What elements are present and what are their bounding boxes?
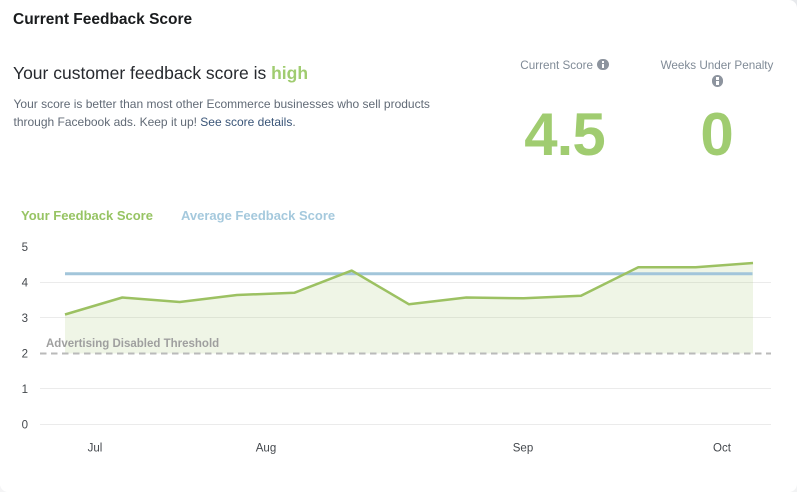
svg-text:4: 4 xyxy=(22,278,29,290)
svg-text:Advertising Disabled Threshold: Advertising Disabled Threshold xyxy=(46,338,219,350)
svg-text:Aug: Aug xyxy=(256,443,276,455)
svg-text:1: 1 xyxy=(22,384,28,396)
svg-text:3: 3 xyxy=(22,313,28,325)
svg-text:Jul: Jul xyxy=(88,443,103,455)
svg-text:Oct: Oct xyxy=(713,443,732,455)
svg-text:5: 5 xyxy=(22,242,28,254)
svg-text:Sep: Sep xyxy=(513,443,533,455)
svg-text:2: 2 xyxy=(22,349,28,361)
svg-text:0: 0 xyxy=(22,420,28,432)
